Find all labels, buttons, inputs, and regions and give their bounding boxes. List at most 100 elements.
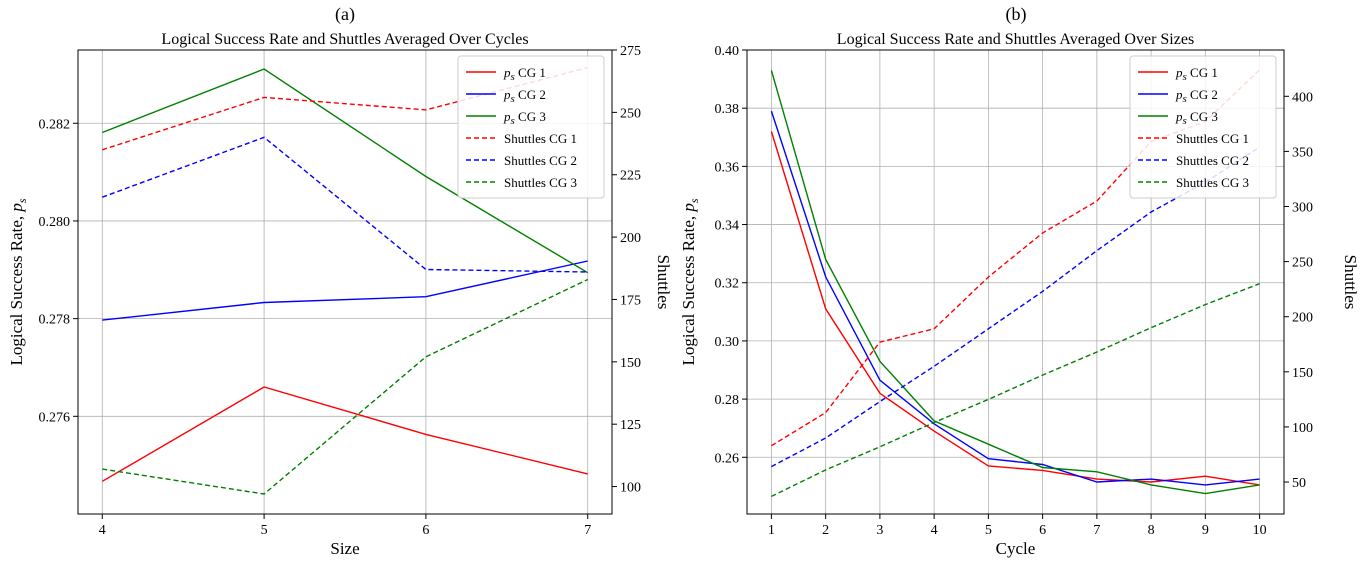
legend-label-rest: CG 3 [1187,109,1218,124]
legend-label-var: p [1175,65,1183,80]
legend-label-rest: CG 2 [1187,87,1218,102]
series-line-ps-cg-3 [102,68,589,274]
legend-label-sub: s [511,71,515,83]
x-tick-label: 8 [1148,523,1155,538]
legend-label-sub: s [511,93,515,105]
y-axis-label: Logical Success Rate, ps [679,198,701,365]
panel-label: (b) [1006,4,1027,25]
x-tick-label: 6 [422,523,429,538]
y-tick-label: 0.34 [715,219,740,234]
legend-label-var: p [503,87,511,102]
y-tick-label: 0.32 [715,277,740,292]
x-tick-label: 9 [1202,523,1209,538]
y2-tick-label: 400 [1292,90,1313,105]
x-tick-label: 2 [822,523,829,538]
legend-label-rest: CG 3 [515,109,546,124]
series-line-shuttles-cg-1 [102,66,588,151]
y-tick-label: 0.30 [715,335,740,350]
legend-label-rest: CG 2 [515,87,546,102]
legend-label-var: p [503,109,511,124]
x-tick-label: 1 [768,523,775,538]
y2-tick-label: 150 [620,356,641,371]
x-axis-label: Size [330,539,359,558]
x-axis-ticks: 4 5 6 7 [99,514,591,538]
series-line-shuttles-cg-3 [771,283,1260,498]
y2-tick-label: 50 [1292,476,1306,491]
y2-tick-label: 175 [620,293,641,308]
x-axis-ticks: 1 2 3 4 5 6 7 8 9 10 [768,514,1267,538]
y2-tick-label: 300 [1292,201,1313,216]
x-tick-label: 7 [1093,523,1100,538]
x-tick-label: 5 [261,523,268,538]
chart-title: Logical Success Rate and Shuttles Averag… [837,31,1194,48]
legend-label-var: p [503,65,511,80]
y-axis-label-var: p [7,203,26,213]
y2-tick-label: 200 [1292,311,1313,326]
y2-tick-label: 350 [1292,145,1313,160]
legend-box [1129,55,1277,199]
chart-panel-b: (b) Logical Success Rate and Shuttles Ave… [679,4,1360,558]
panel-label: (a) [335,4,355,25]
y-axis-label: Logical Success Rate, ps [7,198,29,365]
legend-label: Shuttles CG 3 [504,175,577,190]
x-tick-label: 3 [876,523,883,538]
y2-axis-ticks: 50 100 150 200 250 300 350 400 [1284,90,1313,491]
series-line-shuttles-cg-3 [102,278,589,495]
series-lines [101,66,589,495]
legend-label: ps CG 3 [1175,109,1218,127]
legend-label: Shuttles CG 3 [1176,175,1249,190]
chart-panel-a: (a) Logical Success Rate and Shuttles Ave… [7,4,673,558]
y-tick-label: 0.282 [39,117,71,132]
chart-title: Logical Success Rate and Shuttles Averag… [161,31,528,48]
legend-label: Shuttles CG 1 [504,131,577,146]
y2-tick-label: 150 [1292,366,1313,381]
y2-axis-label: Shuttles [1341,255,1360,310]
y2-tick-label: 225 [620,169,641,184]
x-tick-label: 6 [1039,523,1046,538]
plot-frame [746,49,1285,515]
y-axis-label-text: Logical Success Rate, [679,212,698,366]
y-tick-label: 0.280 [39,215,71,230]
legend-label: ps CG 1 [503,65,546,83]
y-tick-label: 0.38 [715,102,740,117]
y-tick-label: 0.26 [715,451,740,466]
legend-label-sub: s [1183,93,1187,105]
y2-tick-label: 250 [1292,256,1313,271]
series-line-ps-cg-2 [102,260,588,321]
legend-label-sub: s [1183,71,1187,83]
series-line-ps-cg-2 [770,110,1260,486]
y-tick-label: 0.276 [39,410,71,425]
y-axis-label-var: p [679,203,698,213]
y2-axis-label: Shuttles [654,255,673,310]
y-tick-label: 0.278 [39,313,71,328]
legend-label: Shuttles CG 2 [1176,153,1249,168]
legend-box [457,55,605,199]
legend-label-var: p [1175,87,1183,102]
x-tick-label: 10 [1253,523,1267,538]
y-tick-label: 0.28 [715,393,740,408]
series-line-ps-cg-3 [770,70,1260,495]
y2-tick-label: 275 [620,44,641,59]
x-tick-label: 7 [584,523,591,538]
y2-tick-label: 125 [620,418,641,433]
y2-tick-label: 100 [1292,421,1313,436]
y-axis-label-sub: s [15,198,29,203]
legend-label: ps CG 2 [1175,87,1218,105]
legend-label-sub: s [511,115,515,127]
x-tick-label: 4 [931,523,938,538]
legend-label: ps CG 3 [503,109,546,127]
series-line-ps-cg-1 [101,386,588,482]
legend-label-var: p [1175,109,1183,124]
x-tick-label: 4 [99,523,106,538]
legend-label: Shuttles CG 2 [504,153,577,168]
y2-tick-label: 100 [620,481,641,496]
series-line-shuttles-cg-1 [771,69,1261,447]
series-line-ps-cg-1 [770,131,1260,486]
x-axis-label: Cycle [996,539,1036,558]
x-tick-label: 5 [985,523,992,538]
y-tick-label: 0.40 [715,44,740,59]
plot-frame [77,49,613,515]
